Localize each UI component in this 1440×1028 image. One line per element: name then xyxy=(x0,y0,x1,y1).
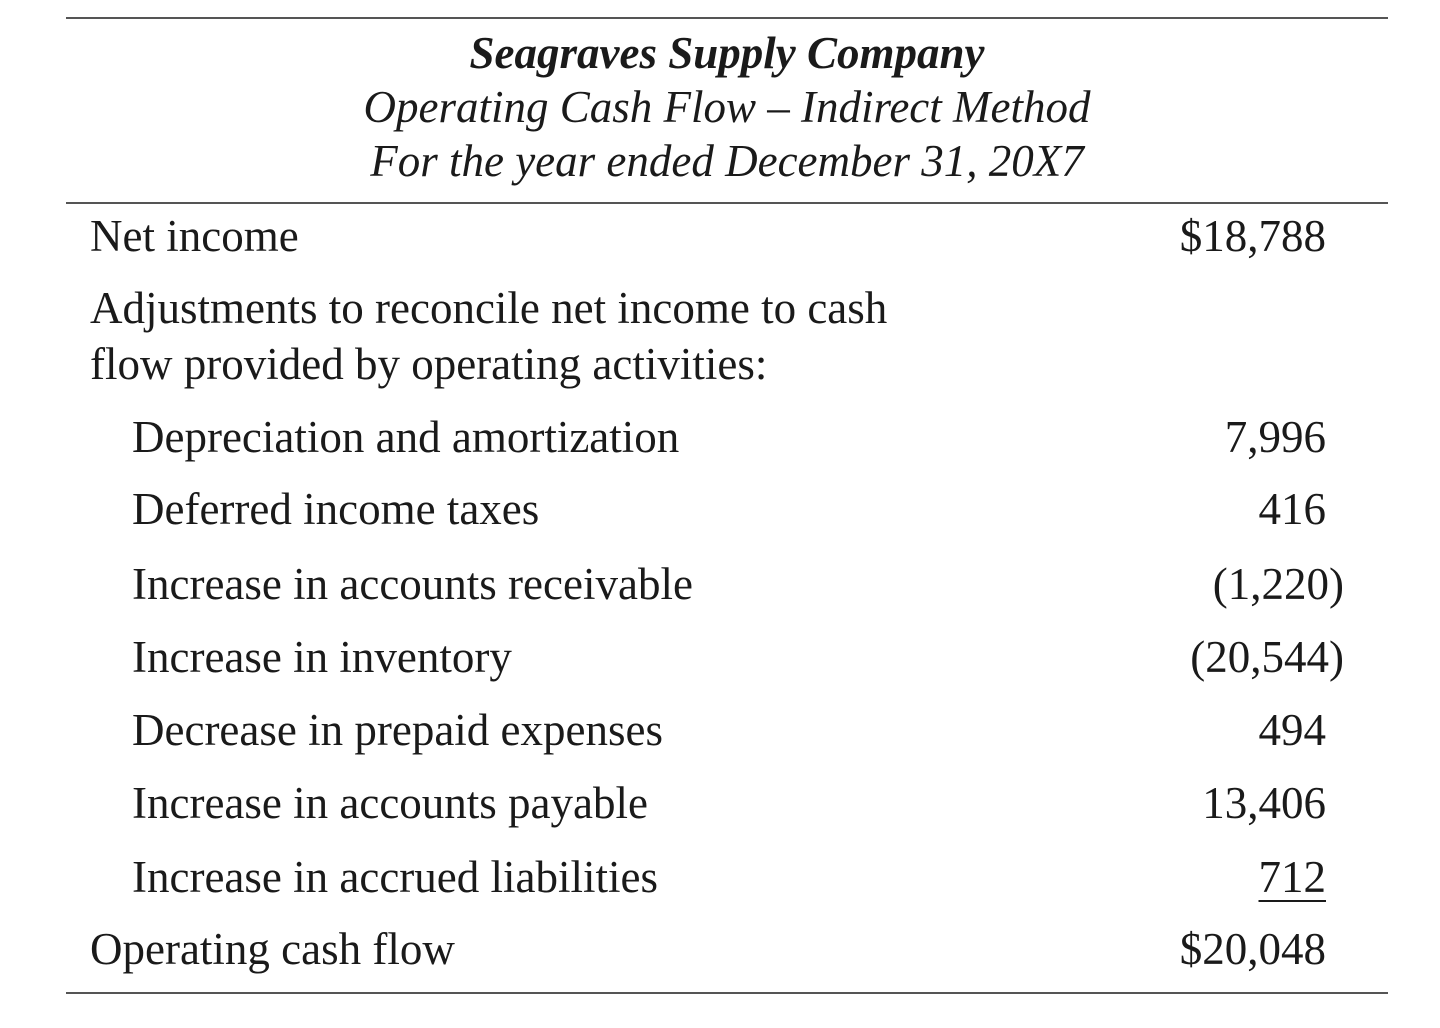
company-name: Seagraves Supply Company xyxy=(469,28,985,78)
adjustment-label: Depreciation and amortization xyxy=(132,412,680,462)
adjustment-amount: 7,996 xyxy=(1224,412,1326,462)
top-rule xyxy=(66,17,1388,19)
adjustment-label: Deferred income taxes xyxy=(132,484,540,534)
statement-period: For the year ended December 31, 20X7 xyxy=(370,136,1084,186)
operating-cash-flow-row: Operating cash flow $20,048 xyxy=(90,922,1344,976)
statement-title: Operating Cash Flow – Indirect Method xyxy=(363,82,1091,132)
adjustment-row: Decrease in prepaid expenses 494 xyxy=(90,703,1344,757)
adjustment-label: Increase in inventory xyxy=(132,632,512,682)
operating-cash-flow-amount: $20,048 xyxy=(1179,924,1326,974)
adjustment-row: Increase in accounts payable 13,406 xyxy=(90,776,1344,830)
adjustment-amount: 13,406 xyxy=(1202,778,1326,828)
adjustment-row: Increase in accounts receivable (1,220) xyxy=(90,557,1344,611)
adjustment-amount: 712 xyxy=(1258,852,1327,902)
adjustment-amount: 494 xyxy=(1258,705,1327,755)
bottom-rule xyxy=(66,992,1388,994)
adjustment-label: Increase in accounts payable xyxy=(132,778,648,828)
adjustment-row: Depreciation and amortization 7,996 xyxy=(90,410,1344,464)
adjustments-heading-line-2: flow provided by operating activities: xyxy=(90,339,768,389)
statement-heading: Seagraves Supply Company Operating Cash … xyxy=(66,26,1388,188)
net-income-label: Net income xyxy=(90,211,299,261)
adjustment-row: Increase in inventory (20,544) xyxy=(90,630,1344,684)
adjustment-row: Deferred income taxes 416 xyxy=(90,482,1344,536)
heading-rule xyxy=(66,202,1388,204)
adjustments-heading: Adjustments to reconcile net income to c… xyxy=(90,280,990,392)
adjustment-amount: (20,544) xyxy=(1190,632,1344,682)
adjustment-amount: (1,220) xyxy=(1212,559,1344,609)
adjustment-row: Increase in accrued liabilities 712 xyxy=(90,850,1344,904)
net-income-row: Net income $18,788 xyxy=(90,209,1344,263)
adjustment-label: Increase in accounts receivable xyxy=(132,559,693,609)
operating-cash-flow-label: Operating cash flow xyxy=(90,924,455,974)
adjustments-heading-line-1: Adjustments to reconcile net income to c… xyxy=(90,283,888,333)
net-income-amount: $18,788 xyxy=(1179,211,1326,261)
adjustment-label: Increase in accrued liabilities xyxy=(132,852,658,902)
adjustment-amount: 416 xyxy=(1258,484,1327,534)
adjustment-label: Decrease in prepaid expenses xyxy=(132,705,663,755)
